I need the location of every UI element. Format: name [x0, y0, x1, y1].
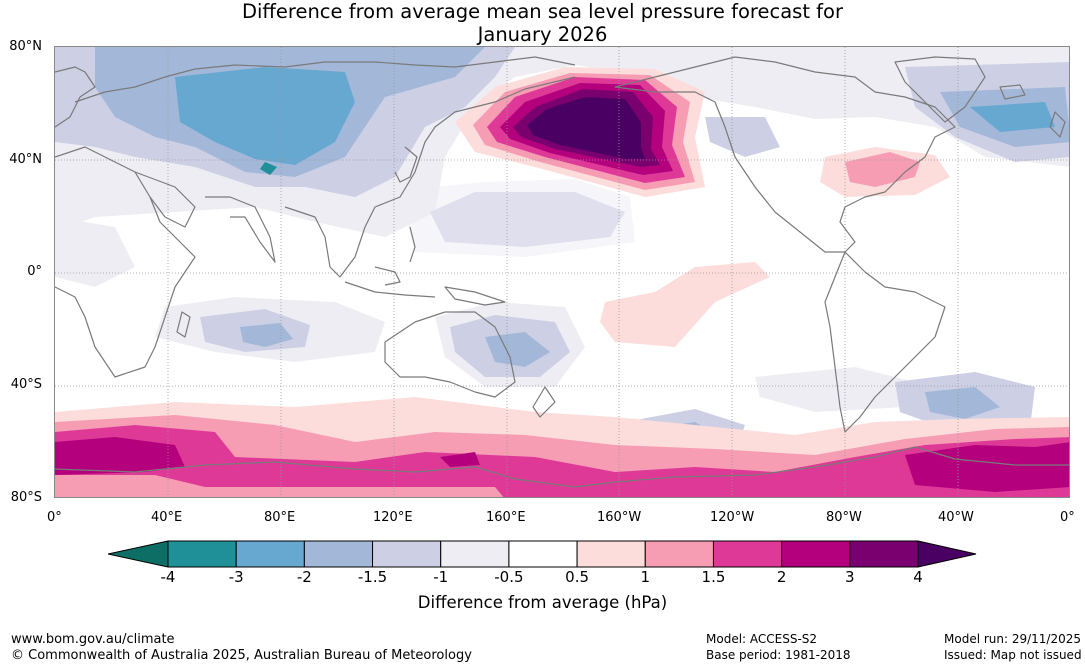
- coastlines: [55, 56, 1069, 488]
- footer-model: Model: ACCESS-S2: [706, 632, 818, 646]
- coastline-se-asia: [284, 76, 576, 278]
- lat-label-40s: 40°S: [10, 377, 42, 392]
- colorbar-segment: [644, 540, 714, 568]
- contour-negative-atlantic-3: [970, 102, 1055, 132]
- colorbar-segment: [849, 540, 919, 568]
- map-title: Difference from average mean sea level p…: [0, 0, 1085, 46]
- coastline-greenland: [894, 56, 986, 123]
- coastline-philippines: [409, 226, 416, 263]
- map-title-line1: Difference from average mean sea level p…: [242, 0, 843, 23]
- contour-negative-western: [55, 217, 135, 287]
- colorbar-segment: [576, 540, 646, 568]
- coastline-africa: [55, 146, 196, 378]
- lon-label-80w: 80°W: [826, 510, 862, 525]
- lon-label-160w: 160°W: [597, 510, 642, 525]
- colorbar-segment: [167, 540, 237, 568]
- lon-label-120e: 120°E: [373, 510, 413, 525]
- colorbar-tick-label: 3: [845, 568, 855, 586]
- footer-base-period: Base period: 1981-2018: [706, 648, 851, 662]
- coastline-arabia: [134, 171, 196, 228]
- contour-positive-epac: [600, 262, 770, 347]
- contour-negative-indian-3: [240, 323, 293, 347]
- contour-positive-southern-2c: [440, 452, 480, 467]
- coastline-australia: [384, 311, 516, 398]
- footer-url: www.bom.gov.au/climate: [11, 632, 175, 647]
- colorbar-tick-label: -1.5: [357, 568, 388, 586]
- contour-negative-sw-atlantic: [755, 367, 915, 412]
- colorbar-segments: [167, 540, 919, 568]
- colorbar-tick-label: 4: [913, 568, 923, 586]
- contour-positive-npac-4: [527, 97, 645, 159]
- coastline-japan: [394, 146, 418, 183]
- colorbar-tick-label: -2: [296, 568, 312, 586]
- contour-negative-eurasia-5: [260, 162, 277, 175]
- contour-negative-s-atlantic-2: [925, 387, 1000, 419]
- colorbar-segment: [712, 540, 783, 568]
- pressure-anomaly-map: [54, 46, 1070, 498]
- colorbar-tick-label: 1: [640, 568, 651, 586]
- coastline-eurasia-north: [74, 56, 576, 103]
- coastline-south-america: [824, 251, 946, 433]
- coastline-indonesia-2: [374, 266, 401, 286]
- colorbar-tick-label: 2: [776, 568, 787, 586]
- colorbar-segment: [440, 540, 510, 568]
- lon-label-120w: 120°W: [710, 510, 755, 525]
- colorbar-tick-label: 0.5: [565, 568, 590, 586]
- colorbar-tick-label: -0.5: [494, 568, 524, 586]
- colorbar-tick-label: 1.5: [701, 568, 726, 586]
- coastline-new-guinea: [444, 286, 506, 306]
- lat-label-80n: 80°N: [9, 39, 42, 54]
- lat-label-80s: 80°S: [10, 490, 42, 505]
- contour-negative-n-america: [705, 117, 780, 157]
- contour-negative-wpac-ring: [400, 179, 635, 257]
- colorbar-tick-label: -1: [433, 568, 449, 586]
- colorbar-segment: [303, 540, 374, 568]
- lon-label-0-left: 0°: [47, 510, 62, 525]
- coastline-india: [205, 196, 276, 263]
- lon-label-160e: 160°E: [486, 510, 526, 525]
- coastline-madagascar: [176, 311, 191, 338]
- footer-copyright: © Commonwealth of Australia 2025, Austra…: [11, 648, 472, 663]
- footer-model-run: Model run: 29/11/2025: [944, 632, 1082, 646]
- colorbar-segment: [508, 540, 578, 568]
- lon-label-0-right: 0°: [1060, 510, 1075, 525]
- map-canvas: [55, 47, 1069, 497]
- lat-label-40n: 40°N: [9, 152, 42, 167]
- coastline-north-america: [614, 56, 956, 253]
- lon-label-40e: 40°E: [151, 510, 183, 525]
- colorbar-extend-high: [917, 540, 977, 568]
- coastline-iceland: [999, 84, 1026, 100]
- lon-label-80e: 80°E: [264, 510, 296, 525]
- contour-positive-southern-15: [55, 425, 1069, 497]
- coastline-new-zealand: [532, 386, 556, 418]
- coastline-europe: [55, 66, 96, 128]
- anomaly-contours: [55, 47, 1069, 497]
- contour-positive-southern-2b: [905, 442, 1069, 492]
- lon-label-40w: 40°W: [938, 510, 974, 525]
- coastline-indonesia-1: [344, 281, 436, 298]
- colorbar-segment: [781, 540, 851, 568]
- lat-label-equator: 0°: [27, 264, 42, 279]
- footer-issued: Issued: Map not issued: [944, 648, 1082, 662]
- colorbar-extend-low: [108, 540, 169, 568]
- colorbar: [108, 540, 977, 568]
- map-title-line2: January 2026: [477, 23, 608, 46]
- colorbar-segment: [372, 540, 442, 568]
- contour-positive-us-east-2: [845, 152, 920, 187]
- colorbar-segment: [235, 540, 305, 568]
- coastline-uk: [1049, 111, 1066, 138]
- coastline-antarctica: [55, 446, 1069, 488]
- contour-negative-eurasia-4: [175, 67, 355, 165]
- colorbar-tick-label: -3: [228, 568, 244, 586]
- contour-positive-southern-2: [55, 437, 185, 475]
- colorbar-title: Difference from average (hPa): [417, 593, 668, 612]
- graticule: [55, 47, 1069, 497]
- colorbar-tick-label: -4: [160, 568, 176, 586]
